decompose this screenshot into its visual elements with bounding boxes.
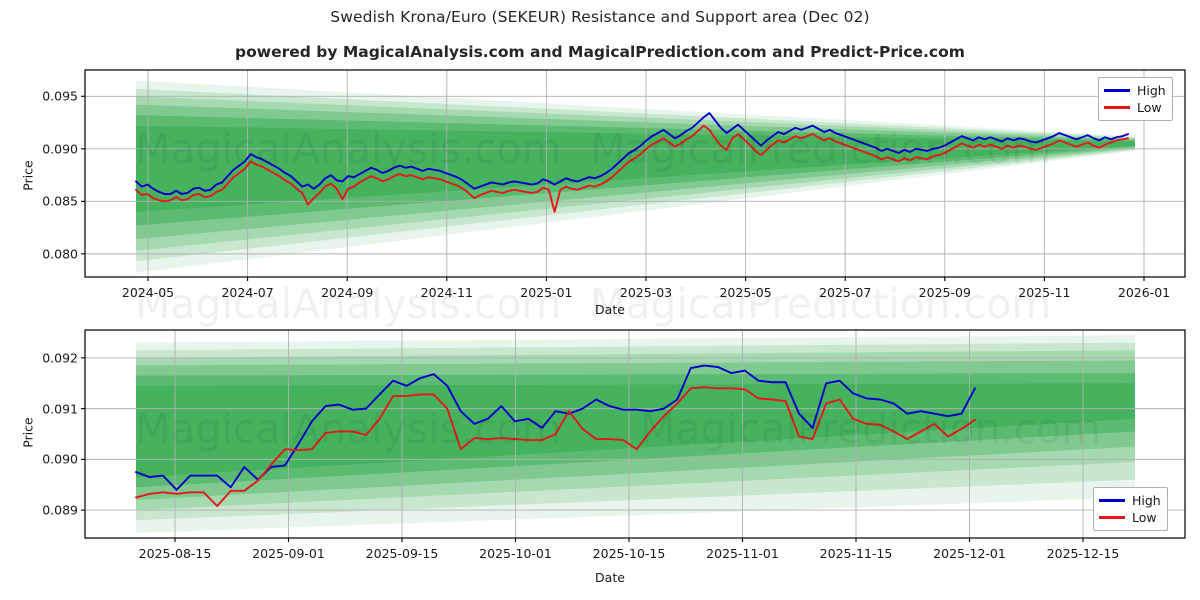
band-level-5 (136, 125, 1135, 212)
xtick-label: 2025-09 (918, 285, 971, 300)
legend-item-low[interactable]: Low (1099, 509, 1161, 526)
xtick-label: 2025-12-01 (933, 546, 1006, 561)
legend-swatch-low (1104, 106, 1130, 109)
legend-label: High (1132, 493, 1161, 508)
xtick-label: 2025-11-01 (706, 546, 779, 561)
legend-swatch-low (1099, 516, 1125, 519)
ytick-label: 0.095 (42, 88, 78, 104)
top-chart-legend[interactable]: High Low (1098, 77, 1173, 121)
xtick-label: 2025-09-01 (252, 546, 325, 561)
plot-frame (84, 329, 1186, 539)
legend-item-high[interactable]: High (1104, 82, 1166, 99)
xtick-label: 2025-10-01 (479, 546, 552, 561)
ytick-label: 0.080 (42, 246, 78, 262)
xtick-label: 2025-10-15 (592, 546, 666, 561)
legend-swatch-high (1104, 89, 1130, 92)
xtick-label: 2025-01 (520, 285, 573, 300)
series-line-low (135, 386, 976, 507)
xtick-label: 2025-09-15 (365, 546, 439, 561)
page-subtitle: powered by MagicalAnalysis.com and Magic… (235, 43, 965, 61)
top-chart-plot (81, 69, 1186, 281)
xtick-label: 2025-07 (819, 285, 872, 300)
ytick-label: 0.090 (42, 141, 78, 157)
bottom-chart-legend[interactable]: High Low (1093, 487, 1168, 531)
page-title: Swedish Krona/Euro (SEKEUR) Resistance a… (330, 8, 870, 26)
ytick-label: 0.089 (42, 502, 78, 518)
legend-swatch-high (1099, 499, 1125, 502)
legend-item-high[interactable]: High (1099, 492, 1161, 509)
xtick-label: 2025-03 (619, 285, 673, 300)
legend-item-low[interactable]: Low (1104, 99, 1166, 116)
series-line-high (135, 364, 976, 491)
xtick-label: 2025-12-15 (1046, 546, 1120, 561)
xtick-label: 2024-07 (221, 285, 274, 300)
legend-label: High (1137, 83, 1166, 98)
top-chart-panel: Price Date High Low 0.080 0.085 0.090 0.095 2… (21, 69, 1186, 317)
xtick-label: 2024-11 (420, 285, 473, 300)
series-line-low (135, 124, 1129, 213)
xtick-label: 2025-08-15 (138, 546, 212, 561)
ytick-label: 0.092 (42, 350, 78, 366)
ytick-label: 0.090 (42, 451, 78, 467)
xtick-label: 2026-01 (1117, 285, 1171, 300)
bottom-chart-x-axis-label: Date (595, 570, 625, 585)
xtick-label: 2025-05 (719, 285, 772, 300)
plot-frame (84, 69, 1186, 278)
legend-label: Low (1132, 510, 1157, 525)
xtick-label: 2025-11 (1018, 285, 1071, 300)
ytick-label: 0.085 (42, 193, 78, 209)
bottom-chart-panel: Price Date High Low 0.089 0.090 0.091 0.092 2… (0, 325, 1200, 600)
top-chart-x-axis-label: Date (595, 302, 625, 317)
ytick-label: 0.091 (42, 401, 78, 417)
bottom-chart-plot (81, 329, 1186, 542)
series-line-high (135, 112, 1129, 195)
xtick-label: 2024-05 (121, 285, 175, 300)
legend-label: Low (1137, 100, 1162, 115)
xtick-label: 2025-11-15 (819, 546, 893, 561)
xtick-label: 2024-09 (321, 285, 374, 300)
